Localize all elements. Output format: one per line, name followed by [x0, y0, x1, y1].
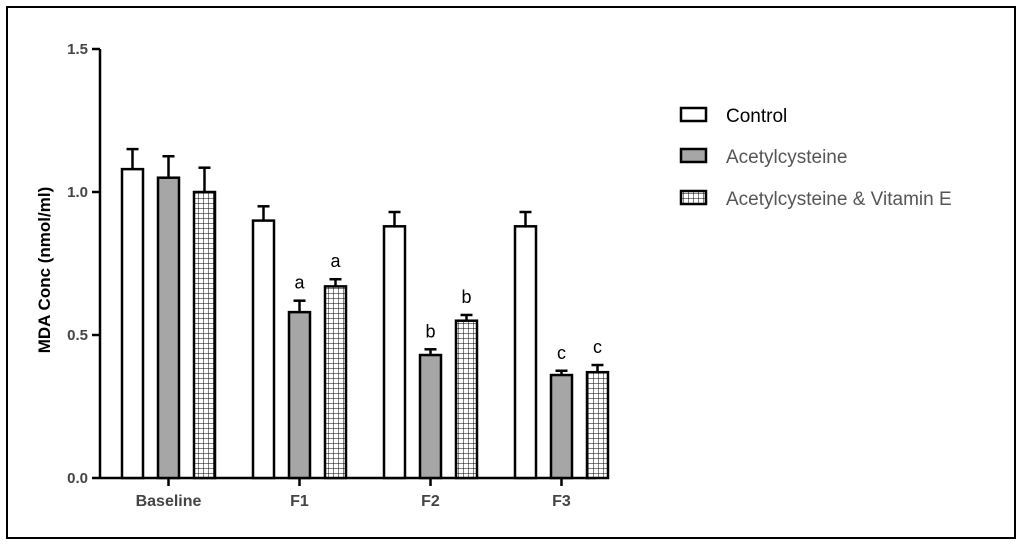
bar [585, 370, 610, 480]
bar [454, 319, 479, 480]
significance-letter: a [330, 251, 341, 271]
legend: Control Acetylcysteine Acetylcysteine & Vi… [679, 106, 952, 210]
bar [549, 373, 574, 480]
legend-swatch [679, 106, 708, 123]
legend-swatch [679, 189, 708, 206]
y-tick-label: 0.5 [67, 327, 88, 344]
significance-letter: c [557, 343, 566, 363]
significance-letter: b [425, 321, 435, 341]
x-tick-label: F3 [552, 493, 571, 510]
bar-chart: MDA Conc (nmol/ml) 0.0 0.5 1.0 1.5 Baseline a… [35, 41, 952, 510]
bar [120, 167, 145, 480]
y-tick-label: 0.0 [67, 470, 88, 487]
bar [418, 353, 443, 480]
plot-area: 0.0 0.5 1.0 1.5 Baseline a a F1 b b F2 c c F3 [67, 41, 610, 510]
significance-letter: b [461, 287, 471, 307]
significance-letter: a [294, 273, 305, 293]
y-tick-label: 1.0 [67, 184, 88, 201]
bar [251, 219, 276, 480]
legend-swatch [679, 147, 708, 164]
bar [192, 190, 217, 480]
y-tick-label: 1.5 [67, 41, 88, 58]
bar [156, 176, 181, 480]
legend-label: Acetylcysteine & Vitamin E [726, 189, 952, 210]
legend-label: Acetylcysteine [726, 147, 847, 168]
y-axis-label: MDA Conc (nmol/ml) [35, 187, 54, 354]
significance-letter: c [593, 337, 602, 357]
legend-label: Control [726, 106, 787, 127]
bar [287, 310, 312, 480]
x-tick-label: F2 [421, 493, 440, 510]
x-tick-label: F1 [290, 493, 309, 510]
bar [323, 285, 348, 480]
chart-frame: MDA Conc (nmol/ml) 0.0 0.5 1.0 1.5 Baseline a… [6, 6, 1016, 539]
x-tick-label: Baseline [136, 493, 202, 510]
bar [382, 225, 407, 480]
bar [513, 225, 538, 480]
